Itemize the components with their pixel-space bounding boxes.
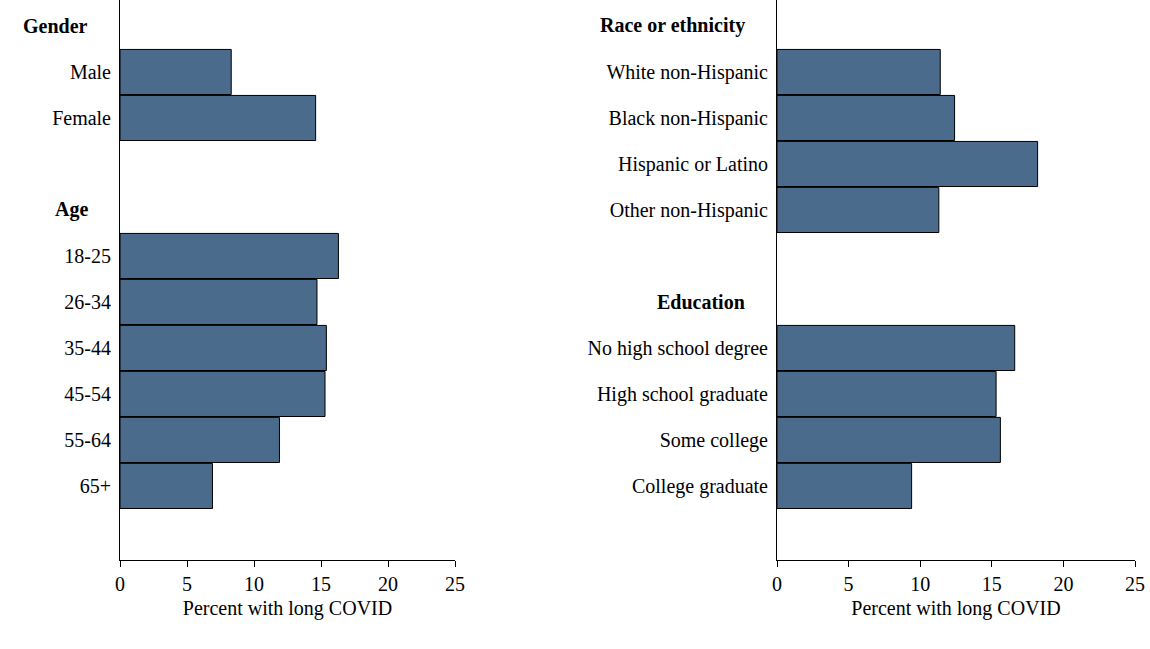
svg-text:Race or ethnicity: Race or ethnicity	[600, 14, 745, 37]
svg-text:35-44: 35-44	[64, 337, 111, 359]
svg-text:5: 5	[844, 573, 854, 595]
svg-text:65+: 65+	[80, 475, 111, 497]
svg-text:Gender: Gender	[23, 15, 88, 37]
svg-text:10: 10	[910, 573, 930, 595]
svg-text:Education: Education	[657, 291, 745, 313]
svg-text:Female: Female	[52, 107, 111, 129]
svg-text:Other non-Hispanic: Other non-Hispanic	[610, 199, 768, 222]
svg-text:18-25: 18-25	[64, 245, 111, 267]
svg-text:26-34: 26-34	[64, 291, 111, 313]
svg-text:Percent with long COVID: Percent with long COVID	[183, 597, 392, 620]
svg-text:Age: Age	[55, 198, 88, 221]
svg-text:Percent with long COVID: Percent with long COVID	[851, 597, 1060, 620]
svg-text:10: 10	[244, 573, 264, 595]
svg-text:Hispanic or Latino: Hispanic or Latino	[618, 153, 768, 176]
svg-text:Some college: Some college	[660, 429, 768, 452]
svg-text:High school graduate: High school graduate	[597, 383, 768, 406]
svg-text:White non-Hispanic: White non-Hispanic	[606, 61, 768, 84]
svg-text:No high school degree: No high school degree	[587, 337, 768, 360]
svg-text:25: 25	[445, 573, 465, 595]
svg-text:45-54: 45-54	[64, 383, 111, 405]
svg-text:0: 0	[115, 573, 125, 595]
svg-text:20: 20	[1053, 573, 1073, 595]
svg-text:15: 15	[311, 573, 331, 595]
svg-text:5: 5	[182, 573, 192, 595]
svg-text:Male: Male	[70, 61, 111, 83]
svg-text:College graduate: College graduate	[632, 475, 768, 498]
svg-text:0: 0	[772, 573, 782, 595]
svg-text:15: 15	[982, 573, 1002, 595]
svg-text:Black non-Hispanic: Black non-Hispanic	[609, 107, 769, 130]
svg-text:20: 20	[378, 573, 398, 595]
svg-text:55-64: 55-64	[64, 429, 111, 451]
svg-text:25: 25	[1125, 573, 1145, 595]
